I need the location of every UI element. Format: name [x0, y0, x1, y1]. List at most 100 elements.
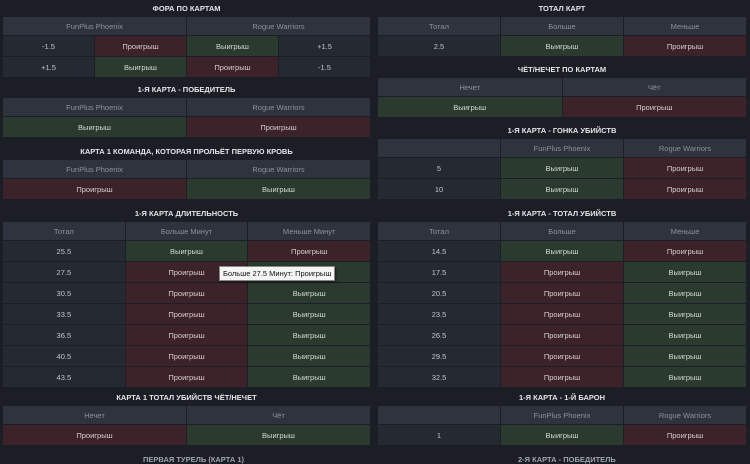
- header-row: Тотал Больше Минут Меньше Минут: [3, 222, 371, 240]
- result-cell[interactable]: Выигрыш: [501, 179, 623, 199]
- result-cell[interactable]: Выигрыш: [248, 304, 371, 324]
- result-cell[interactable]: Выигрыш: [624, 283, 746, 303]
- result-cell[interactable]: Проигрыш: [624, 425, 746, 445]
- result-cell[interactable]: Выигрыш: [501, 158, 623, 178]
- handicap-value: +1.5: [279, 36, 370, 56]
- result-cell[interactable]: Проигрыш: [624, 241, 746, 261]
- column-header: Чёт: [187, 406, 370, 424]
- tooltip: Больше 27.5 Минут: Проигрыш: [219, 266, 336, 281]
- column-header: Тотал: [3, 222, 125, 240]
- total-value: 30.5: [3, 283, 125, 303]
- total-value: 33.5: [3, 304, 125, 324]
- result-cell[interactable]: Проигрыш: [501, 304, 623, 324]
- result-cell[interactable]: Проигрыш: [501, 325, 623, 345]
- total-value: 27.5: [3, 262, 125, 282]
- total-value: 2.5: [378, 36, 500, 56]
- result-cell[interactable]: Выигрыш: [501, 241, 623, 261]
- result-cell[interactable]: Проигрыш: [562, 97, 746, 117]
- result-cell[interactable]: Выигрыш: [624, 367, 746, 387]
- total-value: 23.5: [378, 304, 500, 324]
- section-title: КАРТА 1 ТОТАЛ УБИЙСТВ ЧЁТ/НЕЧЕТ: [116, 393, 257, 402]
- result-cell[interactable]: Проигрыш: [624, 179, 746, 199]
- section-title-partial: 2-Я КАРТА - ПОБЕДИТЕЛЬ: [518, 455, 616, 464]
- table-row: 1 Выигрыш Проигрыш: [378, 425, 746, 445]
- total-value: 26.5: [378, 325, 500, 345]
- section-title-partial: ПЕРВАЯ ТУРЕЛЬ (КАРТА 1): [143, 455, 244, 464]
- result-cell[interactable]: Выигрыш: [624, 346, 746, 366]
- result-cell[interactable]: Выигрыш: [624, 304, 746, 324]
- result-cell[interactable]: Выигрыш: [187, 36, 278, 56]
- team-header: FunPlus Phoenix: [3, 98, 186, 116]
- result-cell[interactable]: Выигрыш: [3, 117, 186, 137]
- team-header: FunPlus Phoenix: [3, 17, 186, 35]
- result-cell[interactable]: Проигрыш: [624, 158, 746, 178]
- result-cell[interactable]: Выигрыш: [624, 325, 746, 345]
- handicap-value: -1.5: [3, 36, 94, 56]
- section-title: 1-Я КАРТА - ГОНКА УБИЙСТВ: [507, 126, 617, 135]
- result-cell[interactable]: Выигрыш: [248, 346, 371, 366]
- table-row: 26.5 Проигрыш Выигрыш: [378, 325, 746, 345]
- section-title: 1-Я КАРТА - ПОБЕДИТЕЛЬ: [137, 85, 236, 94]
- result-cell[interactable]: Проигрыш: [501, 367, 623, 387]
- table-row: Проигрыш Выигрыш: [3, 179, 370, 199]
- result-cell[interactable]: Выигрыш: [95, 57, 186, 77]
- result-cell[interactable]: Проигрыш: [3, 425, 186, 445]
- result-cell[interactable]: Проигрыш: [125, 304, 248, 324]
- result-cell[interactable]: Выигрыш: [501, 36, 623, 56]
- table-row: 23.5 Проигрыш Выигрыш: [378, 304, 746, 324]
- result-cell[interactable]: Выигрыш: [501, 425, 623, 445]
- handicap-section: ФОРА ПО КАРТАМ FunPlus Phoenix Rogue War…: [3, 0, 370, 78]
- result-cell[interactable]: Выигрыш: [378, 97, 562, 117]
- total-value: 14.5: [378, 241, 500, 261]
- result-cell[interactable]: Проигрыш: [3, 179, 186, 199]
- result-cell[interactable]: Выигрыш: [248, 325, 371, 345]
- table-row: +1.5 Выигрыш Проигрыш -1.5: [3, 57, 370, 77]
- result-cell[interactable]: Проигрыш: [501, 262, 623, 282]
- section-title: ЧЁТ/НЕЧЕТ ПО КАРТАМ: [517, 65, 607, 74]
- header-row: Нечет Чёт: [378, 78, 746, 96]
- result-cell[interactable]: Проигрыш: [125, 325, 248, 345]
- result-cell[interactable]: Проигрыш: [125, 346, 248, 366]
- column-header: Больше Минут: [125, 222, 248, 240]
- result-cell[interactable]: Выигрыш: [624, 262, 746, 282]
- column-header: [378, 406, 500, 424]
- result-cell[interactable]: Выигрыш: [125, 241, 248, 261]
- result-cell[interactable]: Проигрыш: [248, 241, 371, 261]
- total-value: 25.5: [3, 241, 125, 261]
- result-cell[interactable]: Выигрыш: [187, 179, 370, 199]
- result-cell[interactable]: Проигрыш: [501, 346, 623, 366]
- total-value: 36.5: [3, 325, 125, 345]
- header-row: Нечет Чёт: [3, 406, 370, 424]
- total-value: 20.5: [378, 283, 500, 303]
- map1-winner-section: 1-Я КАРТА - ПОБЕДИТЕЛЬ FunPlus Phoenix R…: [3, 81, 370, 138]
- result-cell[interactable]: Проигрыш: [125, 283, 248, 303]
- section-title: КАРТА 1 КОМАНДА, КОТОРАЯ ПРОЛЬЁТ ПЕРВУЮ …: [80, 147, 293, 156]
- result-cell[interactable]: Проигрыш: [125, 262, 248, 282]
- column-header: Больше: [501, 222, 623, 240]
- result-cell[interactable]: Проигрыш: [95, 36, 186, 56]
- table-row: 30.5 Проигрыш Выигрыш: [3, 283, 371, 303]
- result-cell[interactable]: Проигрыш: [624, 36, 746, 56]
- result-cell[interactable]: Проигрыш: [501, 283, 623, 303]
- result-cell[interactable]: Проигрыш: [125, 367, 248, 387]
- section-title: 1-Я КАРТА - 1-Й БАРОН: [518, 393, 606, 402]
- handicap-value: +1.5: [3, 57, 94, 77]
- result-cell[interactable]: Проигрыш: [187, 117, 370, 137]
- duration-section: 1-Я КАРТА ДЛИТЕЛЬНОСТЬ Тотал Больше Мину…: [3, 205, 371, 388]
- result-cell[interactable]: Выигрыш: [187, 425, 370, 445]
- team-header: Rogue Warriors: [187, 98, 370, 116]
- table-row: Проигрыш Выигрыш: [3, 425, 370, 445]
- team-header: FunPlus Phoenix: [501, 406, 623, 424]
- column-header: Меньше: [624, 17, 746, 35]
- first-baron-section: 1-Я КАРТА - 1-Й БАРОН FunPlus Phoenix Ro…: [378, 389, 746, 446]
- result-cell[interactable]: Выигрыш: [248, 283, 371, 303]
- result-cell[interactable]: Выигрыш: [248, 367, 371, 387]
- total-value: 29.5: [378, 346, 500, 366]
- column-header: Нечет: [378, 78, 562, 96]
- table-row: 25.5 Выигрыш Проигрыш: [3, 241, 371, 261]
- column-header: Тотал: [378, 17, 500, 35]
- result-cell[interactable]: Проигрыш: [187, 57, 278, 77]
- total-value: 17.5: [378, 262, 500, 282]
- header-row: FunPlus Phoenix Rogue Warriors: [3, 160, 370, 178]
- column-header: Чёт: [562, 78, 746, 96]
